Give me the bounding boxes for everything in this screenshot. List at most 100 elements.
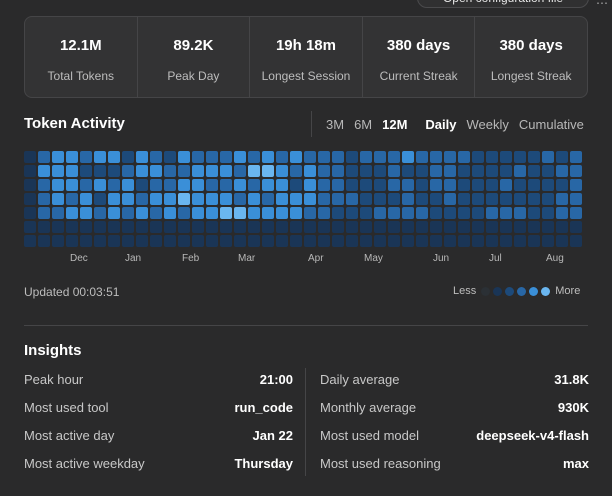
heatmap-cell[interactable] xyxy=(374,221,386,233)
heatmap-cell[interactable] xyxy=(514,179,526,191)
heatmap-cell[interactable] xyxy=(458,151,470,163)
heatmap-cell[interactable] xyxy=(360,179,372,191)
heatmap-cell[interactable] xyxy=(276,151,288,163)
heatmap-cell[interactable] xyxy=(570,165,582,177)
heatmap-cell[interactable] xyxy=(80,221,92,233)
heatmap-cell[interactable] xyxy=(192,179,204,191)
heatmap-cell[interactable] xyxy=(416,235,428,247)
heatmap-cell[interactable] xyxy=(66,151,78,163)
heatmap-cell[interactable] xyxy=(388,207,400,219)
heatmap-cell[interactable] xyxy=(38,179,50,191)
heatmap-cell[interactable] xyxy=(150,207,162,219)
heatmap-cell[interactable] xyxy=(234,165,246,177)
heatmap-cell[interactable] xyxy=(24,207,36,219)
heatmap-cell[interactable] xyxy=(234,179,246,191)
heatmap-cell[interactable] xyxy=(164,179,176,191)
heatmap-cell[interactable] xyxy=(234,193,246,205)
heatmap-cell[interactable] xyxy=(304,179,316,191)
heatmap-cell[interactable] xyxy=(150,179,162,191)
heatmap-cell[interactable] xyxy=(150,193,162,205)
heatmap-cell[interactable] xyxy=(542,207,554,219)
heatmap-cell[interactable] xyxy=(206,179,218,191)
heatmap-cell[interactable] xyxy=(206,235,218,247)
heatmap-cell[interactable] xyxy=(136,151,148,163)
heatmap-cell[interactable] xyxy=(360,165,372,177)
heatmap-cell[interactable] xyxy=(24,179,36,191)
heatmap-cell[interactable] xyxy=(234,221,246,233)
heatmap-cell[interactable] xyxy=(136,179,148,191)
heatmap-cell[interactable] xyxy=(192,165,204,177)
heatmap-cell[interactable] xyxy=(542,235,554,247)
heatmap-cell[interactable] xyxy=(570,179,582,191)
heatmap-cell[interactable] xyxy=(346,221,358,233)
tab-range-6m[interactable]: 6M xyxy=(354,116,373,132)
heatmap-cell[interactable] xyxy=(276,179,288,191)
heatmap-cell[interactable] xyxy=(136,193,148,205)
heatmap-cell[interactable] xyxy=(402,179,414,191)
heatmap-cell[interactable] xyxy=(262,151,274,163)
heatmap-cell[interactable] xyxy=(430,151,442,163)
heatmap-cell[interactable] xyxy=(458,193,470,205)
heatmap-cell[interactable] xyxy=(402,207,414,219)
heatmap-cell[interactable] xyxy=(304,151,316,163)
heatmap-cell[interactable] xyxy=(276,207,288,219)
heatmap-cell[interactable] xyxy=(234,151,246,163)
heatmap-cell[interactable] xyxy=(486,207,498,219)
heatmap-cell[interactable] xyxy=(514,193,526,205)
heatmap-cell[interactable] xyxy=(430,179,442,191)
heatmap-cell[interactable] xyxy=(94,193,106,205)
heatmap-cell[interactable] xyxy=(556,165,568,177)
heatmap-cell[interactable] xyxy=(556,179,568,191)
heatmap-cell[interactable] xyxy=(500,235,512,247)
heatmap-cell[interactable] xyxy=(542,221,554,233)
tab-view-cumulative[interactable]: Cumulative xyxy=(518,116,584,132)
heatmap-cell[interactable] xyxy=(94,207,106,219)
heatmap-cell[interactable] xyxy=(332,179,344,191)
heatmap-cell[interactable] xyxy=(416,179,428,191)
heatmap-cell[interactable] xyxy=(486,235,498,247)
heatmap-cell[interactable] xyxy=(164,221,176,233)
heatmap-cell[interactable] xyxy=(192,235,204,247)
heatmap-cell[interactable] xyxy=(234,235,246,247)
heatmap-cell[interactable] xyxy=(542,193,554,205)
heatmap-cell[interactable] xyxy=(444,151,456,163)
heatmap-cell[interactable] xyxy=(360,221,372,233)
heatmap-cell[interactable] xyxy=(416,151,428,163)
heatmap-cell[interactable] xyxy=(402,221,414,233)
heatmap-cell[interactable] xyxy=(136,235,148,247)
heatmap-cell[interactable] xyxy=(472,207,484,219)
heatmap-cell[interactable] xyxy=(444,235,456,247)
heatmap-cell[interactable] xyxy=(94,235,106,247)
heatmap-cell[interactable] xyxy=(66,207,78,219)
heatmap-cell[interactable] xyxy=(486,193,498,205)
heatmap-cell[interactable] xyxy=(262,179,274,191)
heatmap-cell[interactable] xyxy=(360,235,372,247)
heatmap-cell[interactable] xyxy=(164,207,176,219)
heatmap-cell[interactable] xyxy=(514,221,526,233)
heatmap-cell[interactable] xyxy=(262,235,274,247)
heatmap-cell[interactable] xyxy=(430,193,442,205)
heatmap-cell[interactable] xyxy=(318,151,330,163)
heatmap-cell[interactable] xyxy=(360,207,372,219)
heatmap-cell[interactable] xyxy=(374,165,386,177)
heatmap-cell[interactable] xyxy=(38,221,50,233)
heatmap-cell[interactable] xyxy=(220,165,232,177)
heatmap-cell[interactable] xyxy=(570,207,582,219)
heatmap-cell[interactable] xyxy=(52,207,64,219)
heatmap-cell[interactable] xyxy=(122,221,134,233)
heatmap-cell[interactable] xyxy=(458,207,470,219)
heatmap-cell[interactable] xyxy=(206,193,218,205)
heatmap-cell[interactable] xyxy=(388,193,400,205)
heatmap-cell[interactable] xyxy=(52,179,64,191)
heatmap-cell[interactable] xyxy=(500,221,512,233)
heatmap-cell[interactable] xyxy=(318,235,330,247)
heatmap-cell[interactable] xyxy=(528,207,540,219)
heatmap-cell[interactable] xyxy=(108,207,120,219)
heatmap-cell[interactable] xyxy=(570,193,582,205)
heatmap-cell[interactable] xyxy=(374,207,386,219)
heatmap-cell[interactable] xyxy=(248,235,260,247)
heatmap-cell[interactable] xyxy=(500,179,512,191)
heatmap-cell[interactable] xyxy=(514,207,526,219)
heatmap-cell[interactable] xyxy=(178,207,190,219)
heatmap-cell[interactable] xyxy=(234,207,246,219)
